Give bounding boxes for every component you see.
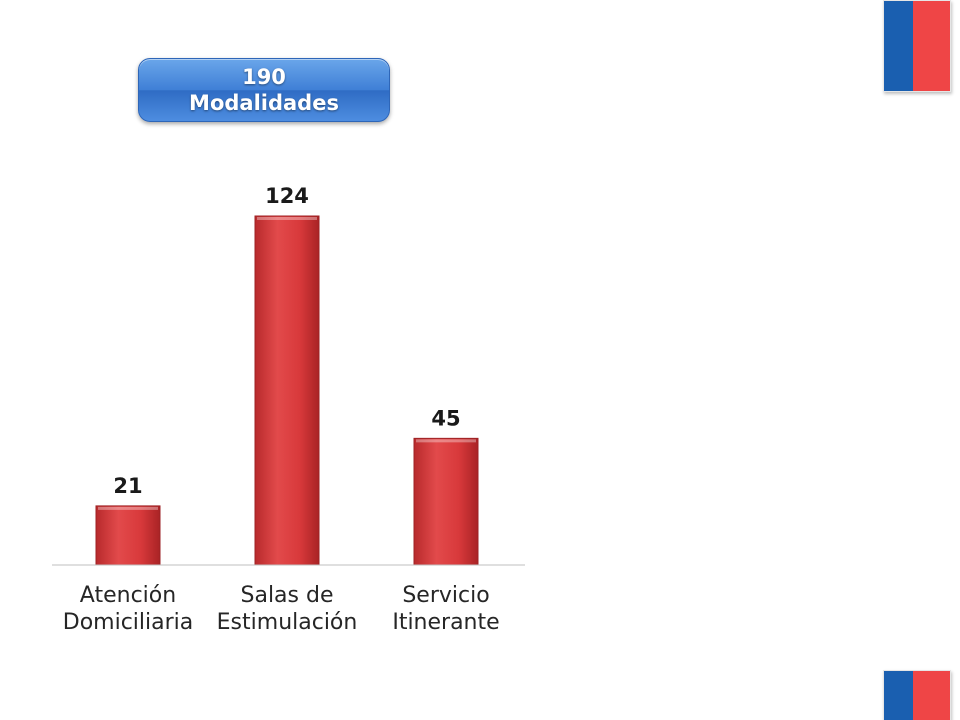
chile-flag-icon-bottom	[883, 670, 951, 720]
category-label-2: Servicio Itinerante	[392, 583, 500, 635]
flag-red-stripe	[913, 1, 950, 91]
flag-blue-stripe	[884, 1, 913, 91]
badge-label: Modalidades	[189, 91, 339, 115]
bar-0	[95, 505, 161, 566]
flag-red-stripe	[913, 671, 950, 720]
bar-2	[413, 437, 479, 566]
bar-value-label-1: 124	[265, 184, 309, 208]
bar-value-label-0: 21	[113, 474, 142, 498]
total-modalidades-badge: 190 Modalidades	[138, 58, 390, 122]
chile-flag-icon-top	[883, 0, 951, 92]
bar-1	[254, 215, 320, 566]
bar-value-label-2: 45	[431, 406, 460, 430]
category-label-0: Atención Domiciliaria	[62, 583, 194, 635]
bar-highlight-1	[257, 217, 317, 220]
category-label-1: Salas de Estimulación	[216, 583, 358, 635]
bar-highlight-2	[416, 439, 476, 443]
flag-blue-stripe	[884, 671, 913, 720]
badge-count: 190	[242, 65, 286, 89]
bar-highlight-0	[98, 506, 158, 510]
